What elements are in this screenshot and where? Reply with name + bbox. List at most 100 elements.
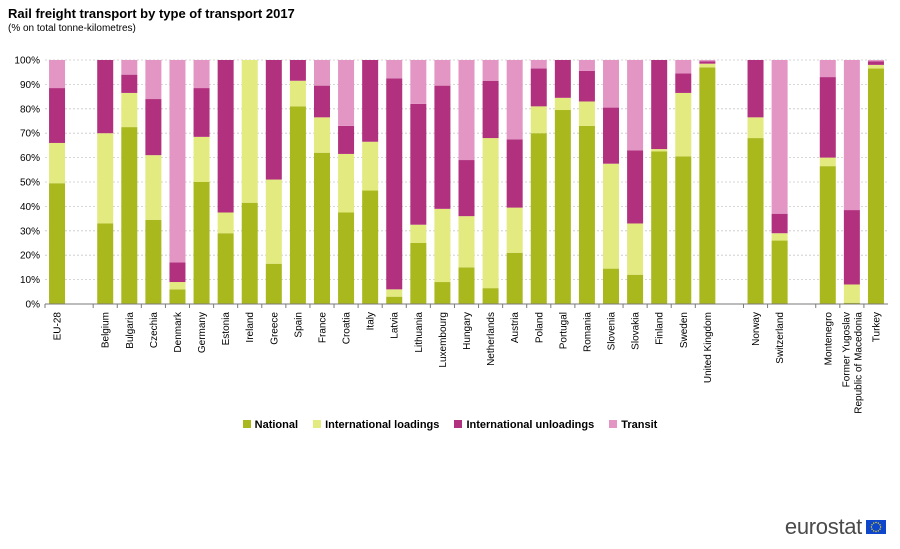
bar-international-unloadings-former-yugoslav-republic-of-macedonia (843, 210, 860, 285)
y-tick-label: 60% (20, 153, 40, 164)
bar-national-germany (193, 182, 210, 304)
legend-swatch-international-unloadings (454, 420, 463, 429)
legend-label-transit: Transit (621, 419, 658, 431)
y-tick-label: 80% (20, 104, 40, 115)
bar-transit-croatia (338, 60, 355, 126)
bar-international-unloadings-poland (530, 68, 547, 107)
x-tick-label: Netherlands (486, 312, 497, 366)
x-tick-label: Finland (655, 312, 666, 345)
bar-international-loadings-ireland (241, 60, 258, 203)
x-tick-label: Czechia (149, 312, 160, 349)
x-tick-label: Slovenia (607, 312, 618, 351)
bar-international-unloadings-croatia (338, 125, 355, 154)
x-tick-label: Germany (197, 312, 208, 353)
bar-transit-hungary (458, 60, 475, 161)
y-tick-label: 30% (20, 226, 40, 237)
x-tick-label: Poland (534, 312, 545, 343)
x-tick-label: United Kingdom (703, 312, 714, 383)
bar-international-unloadings-italy (362, 60, 379, 142)
axis-layer: 0% 10% 20% 30% 40% 50% 60% 70% 80% 90% 100% EU-28 Be… (14, 56, 888, 414)
bar-international-loadings-italy (362, 141, 379, 191)
legend-item-national: National (242, 419, 298, 431)
bar-transit-luxembourg (434, 60, 451, 86)
x-tick-label: Estonia (221, 312, 232, 346)
eu-flag-icon (866, 520, 886, 534)
bar-national-france (313, 152, 330, 304)
x-tick-label: EU-28 (53, 312, 64, 341)
x-tick-label: Portugal (558, 312, 569, 349)
bar-international-unloadings-slovakia (627, 150, 644, 224)
bar-transit-france (313, 60, 330, 86)
bar-transit-czechia (145, 60, 162, 100)
y-tick-label: 90% (20, 80, 40, 91)
bar-national-romania (578, 125, 595, 304)
y-tick-label: 50% (20, 178, 40, 189)
bar-international-unloadings-norway (747, 60, 764, 118)
bar-national-sweden (675, 156, 692, 304)
bar-international-unloadings-france (313, 85, 330, 118)
bar-transit-poland (530, 60, 547, 69)
bar-national-croatia (338, 212, 355, 304)
bar-international-loadings-switzerland (771, 233, 788, 241)
bar-layer (49, 60, 884, 305)
x-tick-label: Slovakia (631, 312, 642, 350)
bar-national-slovenia (603, 268, 620, 304)
bar-transit-former-yugoslav-republic-of-macedonia (843, 60, 860, 211)
bar-national-luxembourg (434, 282, 451, 304)
bar-international-unloadings-czechia (145, 99, 162, 156)
x-tick-label: Hungary (462, 312, 473, 350)
bar-international-loadings-turkey (867, 64, 884, 69)
x-tick-label: Switzerland (775, 312, 786, 364)
bar-transit-germany (193, 60, 210, 89)
legend-label-international-unloadings: International unloadings (466, 419, 595, 431)
bar-national-finland (651, 151, 668, 304)
bar-international-unloadings-latvia (386, 78, 403, 290)
bar-international-loadings-czechia (145, 155, 162, 220)
bar-transit-romania (578, 60, 595, 71)
x-tick-label: Former YugoslavRepublic of Macedonia (841, 312, 864, 414)
bar-international-unloadings-eu-28 (49, 88, 66, 143)
bar-national-czechia (145, 219, 162, 304)
bar-international-loadings-netherlands (482, 138, 499, 289)
legend: National International loadings Internat… (0, 419, 900, 431)
bar-international-loadings-denmark (169, 282, 186, 290)
bar-international-loadings-bulgaria (121, 92, 138, 128)
x-tick-label: France (317, 312, 328, 344)
y-tick-label: 10% (20, 275, 40, 286)
bar-transit-lithuania (410, 60, 427, 104)
bar-international-loadings-romania (578, 101, 595, 126)
bar-international-unloadings-greece (265, 60, 282, 180)
bar-transit-slovakia (627, 60, 644, 151)
bar-international-unloadings-portugal (554, 60, 571, 98)
bar-international-unloadings-lithuania (410, 103, 427, 225)
bar-international-unloadings-switzerland (771, 213, 788, 234)
x-tick-label: Croatia (342, 312, 353, 345)
bar-national-austria (506, 252, 523, 304)
bar-transit-latvia (386, 60, 403, 79)
bar-national-estonia (217, 233, 234, 304)
bar-international-loadings-slovenia (603, 163, 620, 269)
bar-national-montenegro (819, 166, 836, 304)
bar-international-unloadings-belgium (97, 60, 114, 134)
legend-item-international-loadings: International loadings (313, 419, 439, 431)
bar-international-loadings-finland (651, 149, 668, 152)
bar-international-loadings-eu-28 (49, 142, 66, 184)
stacked-bar-chart: 0% 10% 20% 30% 40% 50% 60% 70% 80% 90% 100% EU-28 Be… (14, 56, 888, 414)
y-tick-label: 20% (20, 251, 40, 262)
bar-international-unloadings-estonia (217, 60, 234, 213)
bar-national-poland (530, 133, 547, 304)
bar-international-loadings-greece (265, 179, 282, 264)
bar-national-eu-28 (49, 183, 66, 304)
x-tick-label: Norway (751, 312, 762, 346)
x-tick-label: Austria (510, 312, 521, 344)
y-tick-label: 40% (20, 202, 40, 213)
legend-swatch-national (242, 420, 251, 429)
x-tick-label: Sweden (679, 312, 690, 348)
bar-international-unloadings-romania (578, 70, 595, 102)
bar-international-unloadings-austria (506, 139, 523, 208)
x-tick-label: Spain (293, 312, 304, 338)
bar-international-unloadings-denmark (169, 262, 186, 283)
bar-transit-netherlands (482, 60, 499, 81)
legend-swatch-international-loadings (313, 420, 322, 429)
bar-international-loadings-slovakia (627, 223, 644, 275)
